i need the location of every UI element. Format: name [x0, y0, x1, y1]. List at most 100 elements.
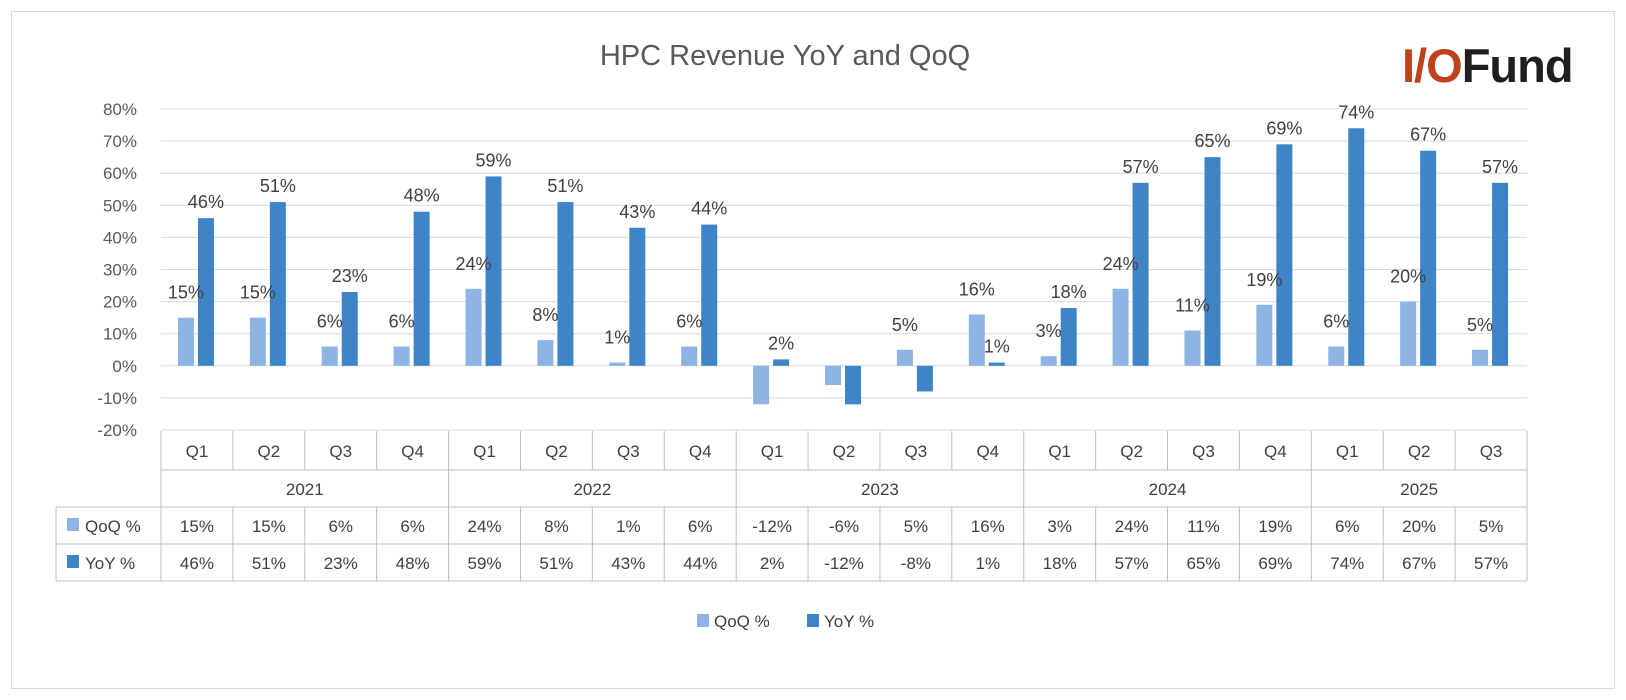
qoq-data-label: 20%	[1390, 267, 1426, 287]
yoy-table-cell: 67%	[1402, 554, 1436, 573]
y-tick-label: 0%	[112, 357, 137, 376]
yoy-data-label: 51%	[260, 176, 296, 196]
yoy-data-label: 44%	[691, 199, 727, 219]
qoq-table-cell: 19%	[1258, 517, 1292, 536]
yoy-bar	[485, 176, 502, 366]
yoy-data-label: 43%	[619, 202, 655, 222]
yoy-data-label: 65%	[1194, 131, 1230, 151]
qoq-table-cell: 24%	[1115, 517, 1149, 536]
x-tick-label: Q1	[473, 442, 496, 461]
x-tick-label: Q2	[1408, 442, 1431, 461]
qoq-table-cell: 6%	[328, 517, 353, 536]
yoy-bar	[413, 211, 430, 366]
yoy-table-cell: 51%	[539, 554, 573, 573]
qoq-data-label: 6%	[676, 312, 702, 332]
yoy-table-cell: 65%	[1186, 554, 1220, 573]
yoy-bar	[557, 202, 574, 366]
x-tick-label: Q2	[545, 442, 568, 461]
y-tick-label: 70%	[103, 132, 137, 151]
y-tick-label: 30%	[103, 261, 137, 280]
qoq-bar	[681, 346, 698, 366]
yoy-bar	[1420, 150, 1437, 366]
yoy-bar	[1204, 157, 1221, 366]
x-tick-label: Q1	[186, 442, 209, 461]
x-tick-label: Q4	[689, 442, 712, 461]
x-tick-label: Q4	[1264, 442, 1287, 461]
yoy-bar	[701, 224, 718, 366]
qoq-row-header: QoQ %	[85, 517, 141, 536]
yoy-bar	[1348, 128, 1365, 366]
qoq-bar	[321, 346, 338, 366]
yoy-data-label: 74%	[1338, 102, 1374, 122]
yoy-bar	[1132, 182, 1149, 366]
qoq-bar	[896, 349, 913, 366]
yoy-data-label: 23%	[332, 266, 368, 286]
x-tick-label: Q4	[976, 442, 999, 461]
yoy-row-header: YoY %	[85, 554, 135, 573]
yoy-bar	[341, 291, 358, 366]
yoy-table-cell: 43%	[611, 554, 645, 573]
qoq-bar	[249, 317, 266, 366]
yoy-table-cell: -12%	[824, 554, 864, 573]
qoq-table-cell: 15%	[180, 517, 214, 536]
yoy-bar	[1276, 144, 1293, 366]
yoy-data-label: 1%	[984, 337, 1010, 357]
year-label: 2025	[1400, 480, 1438, 499]
yoy-table-cell: 59%	[468, 554, 502, 573]
qoq-bar	[1256, 304, 1273, 366]
y-tick-label: 40%	[103, 228, 137, 247]
qoq-data-label: 8%	[532, 305, 558, 325]
x-tick-label: Q1	[761, 442, 784, 461]
qoq-table-cell: 15%	[252, 517, 286, 536]
qoq-data-label: 6%	[389, 312, 415, 332]
yoy-data-label: 18%	[1051, 282, 1087, 302]
yoy-table-cell: 44%	[683, 554, 717, 573]
yoy-table-cell: 46%	[180, 554, 214, 573]
y-tick-label: -10%	[97, 389, 137, 408]
yoy-data-label: 51%	[547, 176, 583, 196]
yoy-data-label: 2%	[768, 333, 794, 353]
qoq-table-cell: 8%	[544, 517, 569, 536]
x-tick-label: Q2	[1120, 442, 1143, 461]
yoy-table-cell: 69%	[1258, 554, 1292, 573]
qoq-table-cell: -12%	[752, 517, 792, 536]
yoy-table-cell: 2%	[760, 554, 785, 573]
io-fund-logo: I/OFund	[1402, 39, 1574, 92]
y-tick-label: -20%	[97, 421, 137, 440]
x-tick-label: Q4	[401, 442, 424, 461]
year-label: 2022	[573, 480, 611, 499]
yoy-data-label: 67%	[1410, 125, 1446, 145]
qoq-data-label: 15%	[240, 283, 276, 303]
yoy-bar	[1492, 182, 1509, 366]
qoq-table-cell: 5%	[904, 517, 929, 536]
y-tick-label: 60%	[103, 164, 137, 183]
y-tick-label: 50%	[103, 196, 137, 215]
qoq-bar	[1040, 356, 1057, 366]
x-tick-label: Q3	[1480, 442, 1503, 461]
qoq-table-cell: 6%	[688, 517, 713, 536]
yoy-table-cell: 57%	[1474, 554, 1508, 573]
yoy-data-label: 57%	[1123, 157, 1159, 177]
chart-frame: HPC Revenue YoY and QoQ -20% -10% 0% 10% 20% 3…	[11, 11, 1615, 689]
qoq-bar	[753, 365, 770, 405]
qoq-bar	[393, 346, 410, 366]
yoy-data-label: 46%	[188, 192, 224, 212]
x-tick-label: Q3	[617, 442, 640, 461]
yoy-data-label: 57%	[1482, 157, 1518, 177]
qoq-data-label: 19%	[1246, 270, 1282, 290]
qoq-data-label: 15%	[168, 283, 204, 303]
yoy-table-key	[67, 555, 79, 568]
qoq-bar	[1400, 301, 1417, 366]
qoq-table-cell: 20%	[1402, 517, 1436, 536]
yoy-table-cell: 74%	[1330, 554, 1364, 573]
x-tick-label: Q2	[833, 442, 856, 461]
qoq-bar	[537, 340, 554, 366]
qoq-table-cell: 24%	[468, 517, 502, 536]
yoy-bar	[1060, 308, 1077, 366]
qoq-data-label: 5%	[892, 315, 918, 335]
x-tick-label: Q3	[905, 442, 928, 461]
yoy-table-cell: 18%	[1043, 554, 1077, 573]
yoy-bar	[269, 202, 286, 366]
yoy-table-cell: 57%	[1115, 554, 1149, 573]
qoq-bar	[1112, 288, 1129, 366]
